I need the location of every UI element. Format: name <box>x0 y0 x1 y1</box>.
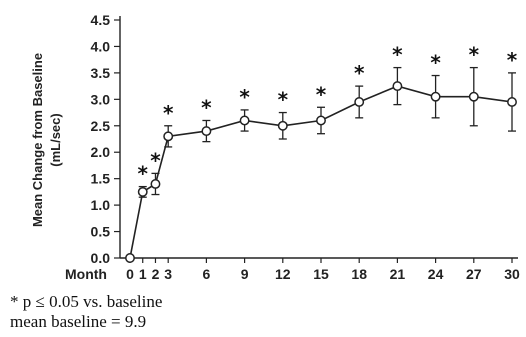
x-tick-label: 1 <box>139 266 147 282</box>
x-tick-label: 24 <box>428 266 444 282</box>
y-tick-label: 3.0 <box>91 91 111 107</box>
significance-star: * <box>201 95 212 119</box>
x-tick-label: 3 <box>164 266 172 282</box>
y-tick-label: 0.5 <box>91 224 111 240</box>
x-ticks: 0 1 2 3 6 9 12 15 18 21 24 27 30 <box>126 258 520 282</box>
significance-star: * <box>239 85 250 109</box>
x-tick-label: 12 <box>275 266 291 282</box>
significance-star: * <box>469 43 480 67</box>
data-points <box>125 81 517 263</box>
footnotes: * p ≤ 0.05 vs. baseline mean baseline = … <box>10 292 162 332</box>
x-tick-label: 0 <box>126 266 134 282</box>
significance-star: * <box>163 101 174 125</box>
x-tick-label: 2 <box>152 266 160 282</box>
y-axis-label: Mean Change from Baseline (mL/sec) <box>30 53 63 227</box>
x-tick-label: 6 <box>203 266 211 282</box>
x-tick-label: 15 <box>313 266 329 282</box>
data-point <box>150 179 161 189</box>
y-tick-label: 1.0 <box>91 197 111 213</box>
data-point <box>354 97 365 107</box>
x-axis-prefix: Month <box>65 266 107 282</box>
y-tick-label: 4.0 <box>91 38 111 54</box>
x-tick-label: 21 <box>390 266 406 282</box>
significance-star: * <box>430 51 441 75</box>
data-point <box>125 253 135 263</box>
significance-star: * <box>137 162 148 186</box>
significance-markers: *** * * * *** * * * <box>137 43 517 186</box>
y-axis-label-line2: (mL/sec) <box>48 113 63 166</box>
y-axis-label-line1: Mean Change from Baseline <box>30 53 45 227</box>
y-tick-label: 0.0 <box>91 250 111 266</box>
y-tick-label: 2.5 <box>91 118 111 134</box>
footnote-baseline: mean baseline = 9.9 <box>10 312 147 331</box>
significance-star: * <box>392 43 403 67</box>
data-point <box>507 97 517 107</box>
x-tick-label: 18 <box>351 266 367 282</box>
data-point <box>468 91 479 102</box>
y-tick-label: 1.5 <box>91 171 111 187</box>
footnote-significance: * p ≤ 0.05 vs. baseline <box>10 292 163 311</box>
data-point <box>316 115 326 126</box>
data-point <box>137 186 148 197</box>
y-tick-label: 4.5 <box>91 12 111 28</box>
significance-star: * <box>354 61 365 85</box>
data-point <box>239 115 250 126</box>
data-point <box>163 131 174 142</box>
significance-star: * <box>507 48 518 72</box>
x-tick-label: 9 <box>241 266 249 282</box>
significance-star: * <box>150 148 161 172</box>
y-tick-label: 3.5 <box>91 65 111 81</box>
x-tick-label: 30 <box>504 266 520 282</box>
data-point <box>277 120 288 131</box>
significance-star: * <box>316 82 327 106</box>
data-point <box>392 81 403 92</box>
x-tick-label: 27 <box>466 266 482 282</box>
y-ticks: 0.0 0.5 1.0 1.5 2.0 2.5 3.0 3.5 4.0 4.5 <box>91 12 120 266</box>
axes <box>119 16 518 259</box>
y-tick-label: 2.0 <box>91 144 111 160</box>
significance-star: * <box>278 88 289 112</box>
data-point <box>201 126 212 137</box>
data-point <box>430 91 441 102</box>
